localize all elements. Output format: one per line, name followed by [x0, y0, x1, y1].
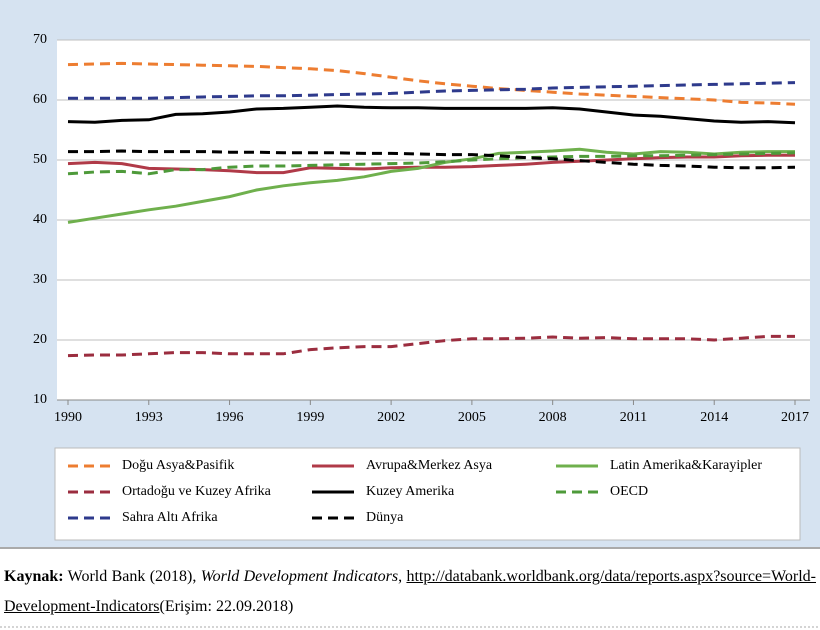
series-line: [68, 149, 796, 170]
x-tick-label: 2017: [781, 410, 809, 425]
series-line: [67, 334, 795, 358]
legend-label: Kuzey Amerika: [366, 484, 455, 499]
series-line: [67, 147, 795, 224]
x-tick-label: 1999: [296, 410, 324, 425]
source-caption: Kaynak: World Bank (2018), World Develop…: [4, 562, 816, 622]
x-tick-label: 2014: [700, 410, 728, 425]
source-title: World Development Indicators: [200, 568, 399, 585]
x-tick-label: 2005: [458, 410, 486, 425]
x-tick-label: 1993: [135, 410, 163, 425]
legend-box: [54, 447, 801, 541]
legend-label: OECD: [610, 484, 648, 499]
x-tick-label: 1996: [216, 410, 244, 425]
legend-label: Ortadoğu ve Kuzey Afrika: [122, 484, 272, 499]
x-tick-label: 2011: [620, 410, 647, 425]
y-tick-label: 70: [33, 32, 47, 47]
source-separator: ,: [398, 568, 403, 585]
x-tick-label: 2008: [539, 410, 567, 425]
legend-label: Dünya: [366, 510, 404, 525]
source-label: Kaynak:: [4, 568, 64, 585]
x-tick-label: 2002: [377, 410, 405, 425]
y-tick-label: 30: [33, 272, 47, 287]
y-tick-label: 10: [33, 392, 47, 407]
y-tick-label: 20: [33, 332, 47, 347]
source-link[interactable]: http://databank.worldbank.org/data/repor…: [4, 568, 816, 615]
y-tick-label: 40: [33, 212, 47, 227]
legend-label: Doğu Asya&Pasifik: [122, 458, 234, 473]
legend-label: Latin Amerika&Karayipler: [610, 458, 762, 473]
series-line: [67, 151, 796, 176]
y-tick-label: 60: [33, 92, 47, 107]
series-line: [68, 81, 796, 100]
legend-label: Sahra Altı Afrika: [122, 510, 218, 525]
y-tick-label: 50: [33, 152, 47, 167]
source-access: (Erişim: 22.09.2018): [159, 598, 294, 615]
source-text: World Bank (2018),: [67, 568, 197, 585]
x-tick-label: 1990: [54, 410, 82, 425]
legend-label: Avrupa&Merkez Asya: [366, 458, 493, 473]
series-line: [67, 61, 796, 106]
series-line: [67, 104, 796, 125]
